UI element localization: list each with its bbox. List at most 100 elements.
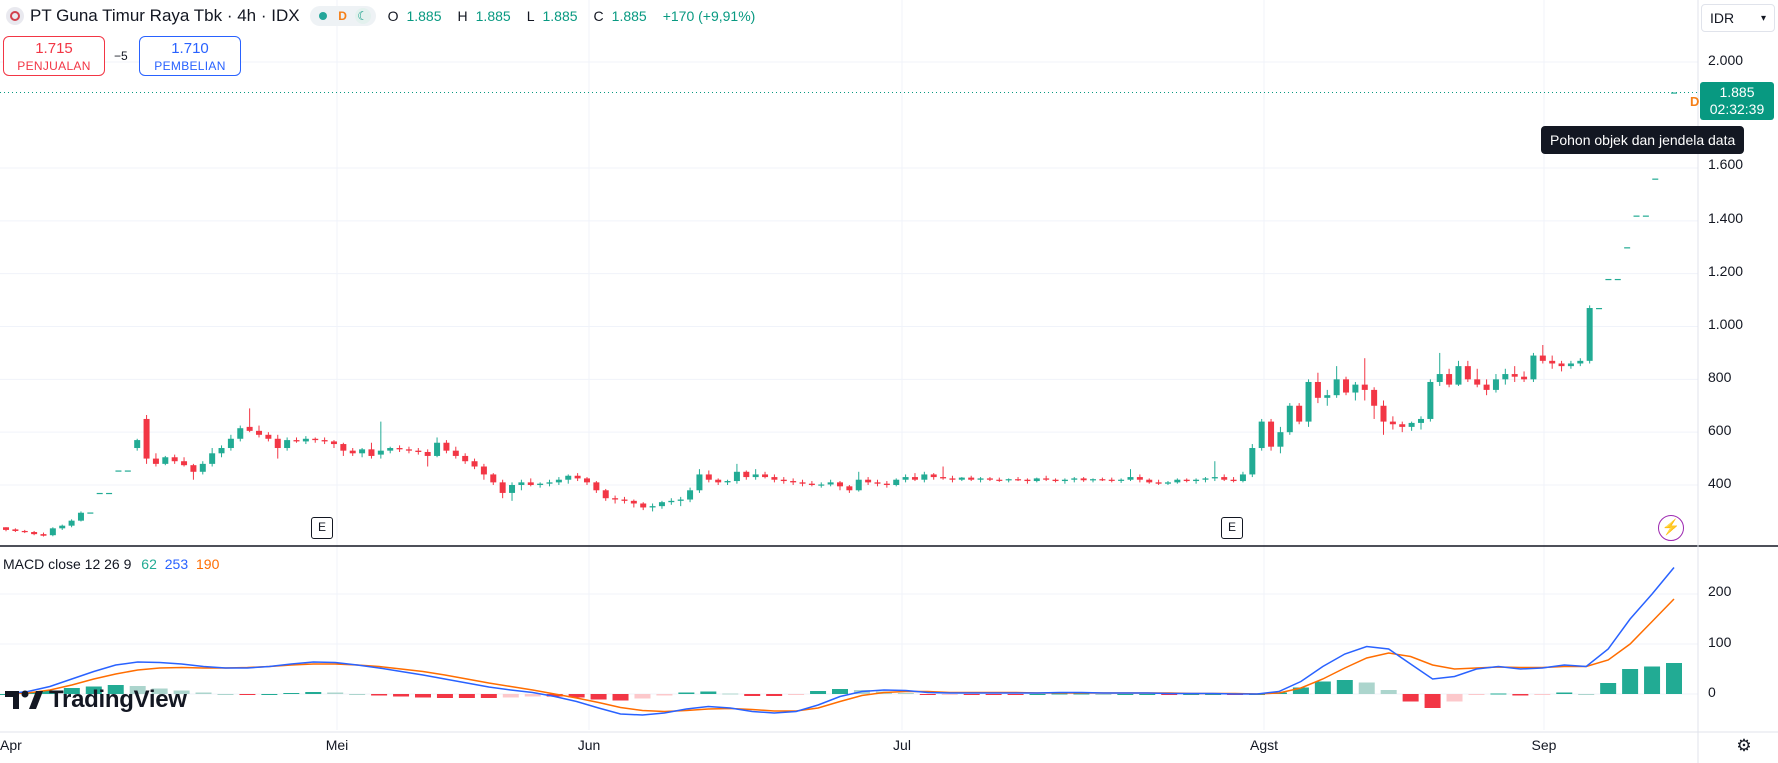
price-axis-tick: 2.000 <box>1708 52 1744 68</box>
candle-body <box>902 477 909 480</box>
macd-title: MACD close 12 26 9 <box>3 556 132 572</box>
candle-body <box>302 438 309 442</box>
macd-histogram-bar <box>63 688 80 694</box>
candle-body <box>87 512 94 514</box>
candle-body <box>1239 474 1246 482</box>
symbol-logo-icon <box>6 7 24 25</box>
macd-histogram-bar <box>1512 694 1529 696</box>
high-label: H <box>457 8 468 24</box>
macd-histogram-bar <box>1600 683 1617 694</box>
macd-histogram-bar <box>941 694 958 695</box>
macd-histogram-bar <box>1117 694 1134 695</box>
candle-body <box>246 426 253 431</box>
candle-body <box>855 479 862 491</box>
candle-body <box>1193 479 1200 482</box>
candle-body <box>1558 363 1565 367</box>
price-axis-tick: 1.600 <box>1708 156 1744 172</box>
macd-histogram-bar <box>1446 694 1463 702</box>
candle-body <box>40 534 47 536</box>
macd-histogram-bar <box>568 694 585 698</box>
candle-body <box>1474 379 1481 385</box>
candle-body <box>790 481 797 483</box>
macd-histogram-bar <box>129 686 146 694</box>
candle-body <box>1230 479 1237 482</box>
macd-histogram-bar <box>1183 694 1200 695</box>
chevron-down-icon: ▾ <box>1760 12 1766 24</box>
high-value: H 1.885 <box>458 8 519 24</box>
time-axis-tick: Jun <box>577 737 601 753</box>
macd-line-value: 253 <box>164 556 189 572</box>
time-axis-tick: Jul <box>893 737 911 753</box>
macd-histogram-bar <box>480 694 497 698</box>
candle-body <box>537 483 544 485</box>
candle-body <box>977 478 984 480</box>
close-value: C 1.885 <box>594 8 655 24</box>
candle-body <box>31 532 38 535</box>
candle-body <box>21 530 28 533</box>
moon-icon[interactable]: ☾ <box>354 8 371 24</box>
candle-body <box>668 500 675 503</box>
candle-body <box>293 440 300 442</box>
macd-histogram-bar <box>810 691 827 694</box>
candle-body <box>190 465 197 472</box>
candle-body <box>1417 418 1424 423</box>
earnings-marker[interactable]: E <box>311 517 333 539</box>
symbol-title[interactable]: PT Guna Timur Raya Tbk · 4h · IDX <box>30 6 300 25</box>
candle-body <box>518 482 525 485</box>
buy-button[interactable]: 1.710 PEMBELIAN <box>139 36 241 76</box>
currency-value: IDR <box>1710 10 1735 26</box>
earnings-marker[interactable]: E <box>1221 517 1243 539</box>
market-status-group[interactable]: D ☾ <box>309 6 376 26</box>
candle-body <box>677 499 684 501</box>
settings-gear-icon[interactable]: ⚙ <box>1736 736 1752 755</box>
macd-histogram-bar <box>217 694 234 695</box>
macd-histogram-bar <box>393 694 410 697</box>
candle-body <box>1642 215 1649 217</box>
candle-body <box>1249 448 1256 475</box>
candle-body <box>1221 477 1228 480</box>
candle-body <box>1324 395 1331 398</box>
macd-histogram-bar <box>1095 694 1112 695</box>
sell-button[interactable]: 1.715 PENJUALAN <box>3 36 105 76</box>
candle-body <box>152 458 159 464</box>
candle-body <box>171 457 178 462</box>
macd-legend[interactable]: MACD close 12 26 9 62 253 190 <box>3 556 219 572</box>
candle-body <box>1483 384 1490 390</box>
macd-histogram-bar <box>1029 694 1046 695</box>
candle-body <box>480 466 487 475</box>
candle-body <box>1015 479 1022 481</box>
candle-body <box>1136 477 1143 480</box>
candle-body <box>752 474 759 478</box>
macd-histogram-bar <box>1051 693 1068 695</box>
candle-body <box>1343 379 1350 393</box>
price-axis-tick: 400 <box>1708 475 1732 491</box>
candle-body <box>1071 478 1078 480</box>
macd-signal-line <box>5 598 1675 713</box>
candle-body <box>940 477 947 479</box>
candle-body <box>377 450 384 455</box>
macd-line <box>5 567 1675 716</box>
macd-histogram-bar <box>678 692 695 694</box>
lightning-icon[interactable]: ⚡ <box>1658 515 1684 541</box>
macd-histogram-bar <box>766 694 783 696</box>
macd-histogram-bar <box>371 694 388 696</box>
candle-body <box>780 479 787 482</box>
candle-body <box>1118 479 1125 481</box>
macd-histogram-bar <box>590 694 607 700</box>
spread-value: −5 <box>114 49 128 63</box>
candle-body <box>1502 374 1509 380</box>
candle-body <box>96 492 103 495</box>
candle-body <box>1408 422 1415 427</box>
candle-body <box>949 478 956 480</box>
candle-body <box>1567 363 1574 367</box>
candle-body <box>696 474 703 491</box>
delayed-data-badge[interactable]: D <box>338 9 347 23</box>
tradingview-logo[interactable]: TradingView <box>5 686 187 714</box>
currency-select[interactable]: IDR ▾ <box>1701 4 1775 32</box>
candle-body <box>762 474 769 478</box>
macd-histogram-bar <box>195 692 212 694</box>
macd-histogram-bar <box>283 693 300 694</box>
candle-body <box>958 477 965 480</box>
market-open-dot-icon[interactable] <box>315 8 331 24</box>
